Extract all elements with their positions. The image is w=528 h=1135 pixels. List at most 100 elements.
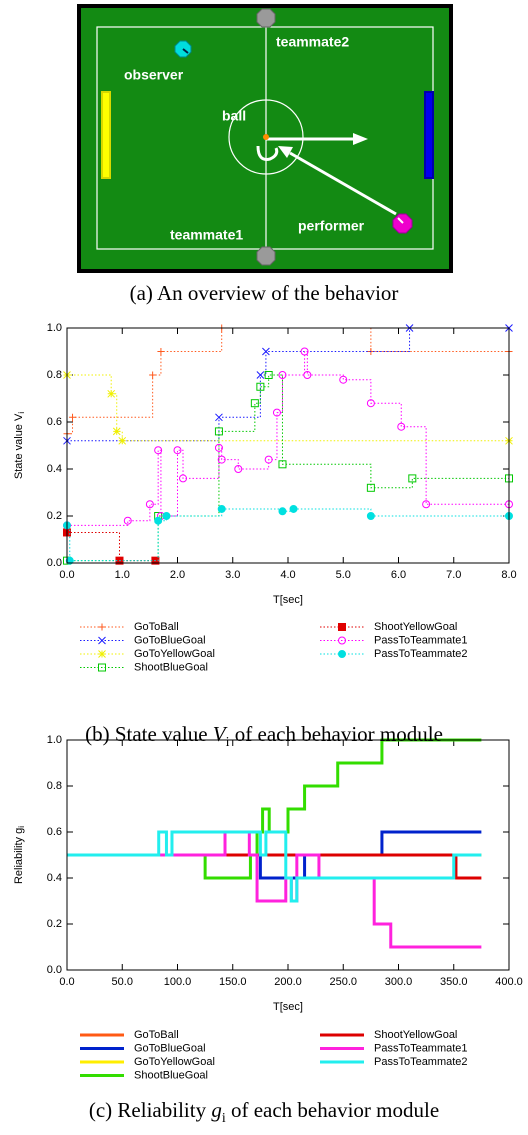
marker bbox=[217, 455, 226, 464]
marker bbox=[112, 427, 121, 436]
ball bbox=[263, 134, 269, 140]
marker bbox=[173, 446, 182, 455]
y-tick-label: 0.2 bbox=[47, 510, 62, 522]
marker bbox=[69, 413, 77, 421]
series-line bbox=[67, 830, 482, 903]
x-tick-label: 250.0 bbox=[329, 976, 357, 988]
x-tick-label: 8.0 bbox=[501, 569, 516, 581]
marker bbox=[262, 347, 270, 356]
robot-teammate2 bbox=[256, 8, 276, 28]
marker bbox=[162, 512, 171, 520]
marker bbox=[145, 500, 154, 509]
y-axis-label-text: Reliability g bbox=[13, 828, 25, 884]
marker bbox=[149, 371, 157, 379]
legend-label: ShootBlueGoal bbox=[134, 1069, 208, 1081]
marker bbox=[256, 382, 265, 391]
marker bbox=[98, 636, 106, 645]
legend-label: GoToYellowGoal bbox=[134, 648, 215, 660]
marker bbox=[154, 446, 163, 455]
x-tick-label: 150.0 bbox=[219, 976, 247, 988]
x-tick-label: 2.0 bbox=[170, 569, 185, 581]
series-line bbox=[67, 327, 509, 442]
marker bbox=[154, 516, 163, 525]
y-tick-label: 0.0 bbox=[47, 557, 62, 569]
y-tick-label: 0.0 bbox=[47, 964, 62, 976]
field-label: performer bbox=[298, 218, 365, 234]
caption-text: of each behavior module bbox=[230, 1098, 440, 1122]
marker bbox=[157, 348, 165, 355]
y-tick-label: 0.4 bbox=[47, 463, 62, 475]
caption-subscript: i bbox=[225, 735, 230, 751]
caption-text: (c) Reliability bbox=[88, 1098, 207, 1122]
x-tick-label: 0.0 bbox=[59, 569, 74, 581]
x-tick-label: 5.0 bbox=[336, 569, 351, 581]
blue-goal bbox=[424, 91, 434, 179]
x-tick-label: 400.0 bbox=[495, 976, 523, 988]
y-axis-label-subscript: i bbox=[17, 412, 26, 414]
y-tick-label: 0.6 bbox=[47, 826, 62, 838]
marker bbox=[217, 504, 226, 513]
marker bbox=[98, 623, 106, 631]
caption: (a) An overview of the behavior bbox=[0, 281, 528, 305]
legend-label: ShootBlueGoal bbox=[134, 661, 208, 673]
marker bbox=[278, 371, 287, 379]
series-line bbox=[67, 327, 509, 435]
caption-text: of each behavior module bbox=[234, 722, 443, 746]
field-diagram: teammate2 observer ball performer teamma… bbox=[77, 4, 453, 273]
marker bbox=[118, 436, 127, 445]
legend-label: GoToBall bbox=[134, 621, 179, 633]
marker bbox=[256, 371, 265, 379]
series-line bbox=[67, 830, 482, 880]
y-tick-label: 1.0 bbox=[47, 734, 62, 746]
marker bbox=[338, 650, 346, 658]
plot-frame bbox=[66, 739, 510, 971]
y-axis-label-subscript: i bbox=[17, 826, 26, 828]
field-label: observer bbox=[124, 67, 184, 83]
field-label: teammate1 bbox=[170, 227, 243, 243]
x-tick-label: 300.0 bbox=[385, 976, 413, 988]
y-tick-label: 0.8 bbox=[47, 369, 62, 381]
marker bbox=[338, 636, 346, 645]
caption-symbol: V bbox=[212, 722, 226, 746]
legend-label: ShootYellowGoal bbox=[374, 1029, 457, 1041]
marker bbox=[366, 483, 375, 492]
arrow-head bbox=[353, 133, 368, 145]
marker bbox=[303, 371, 312, 379]
series-line bbox=[67, 351, 509, 526]
y-axis-label: State value Vi bbox=[13, 412, 26, 479]
marker bbox=[98, 663, 106, 672]
y-tick-label: 1.0 bbox=[47, 322, 62, 334]
series-line bbox=[67, 508, 509, 562]
legend-label: PassToTeammate2 bbox=[374, 1056, 468, 1068]
caption: (c) Reliability gi of each behavior modu… bbox=[0, 1098, 528, 1131]
caption-text: (b) State value bbox=[85, 722, 208, 746]
marker bbox=[366, 399, 375, 408]
caption-subscript: i bbox=[221, 1111, 226, 1127]
y-axis-label: Reliability gi bbox=[13, 826, 26, 884]
plot-frame bbox=[66, 327, 510, 564]
center-circle bbox=[228, 99, 304, 175]
x-tick-label: 1.0 bbox=[115, 569, 130, 581]
marker bbox=[422, 500, 431, 509]
legend-label: ShootYellowGoal bbox=[374, 621, 457, 633]
marker bbox=[107, 389, 116, 398]
series-line bbox=[67, 374, 509, 442]
marker bbox=[289, 504, 298, 513]
x-tick-label: 100.0 bbox=[164, 976, 192, 988]
x-tick-label: 4.0 bbox=[280, 569, 295, 581]
robot-teammate1 bbox=[256, 246, 276, 266]
caption-symbol: g bbox=[211, 1098, 222, 1122]
x-tick-label: 350.0 bbox=[440, 976, 468, 988]
x-tick-label: 7.0 bbox=[446, 569, 461, 581]
x-tick-label: 6.0 bbox=[391, 569, 406, 581]
y-tick-label: 0.4 bbox=[47, 872, 62, 884]
x-tick-label: 50.0 bbox=[112, 976, 133, 988]
marker bbox=[123, 516, 132, 525]
legend-label: GoToBall bbox=[134, 1029, 179, 1041]
x-tick-label: 200.0 bbox=[274, 976, 302, 988]
turn-arrow bbox=[256, 145, 279, 161]
marker bbox=[250, 399, 259, 408]
x-axis-label: T[sec] bbox=[273, 594, 303, 606]
